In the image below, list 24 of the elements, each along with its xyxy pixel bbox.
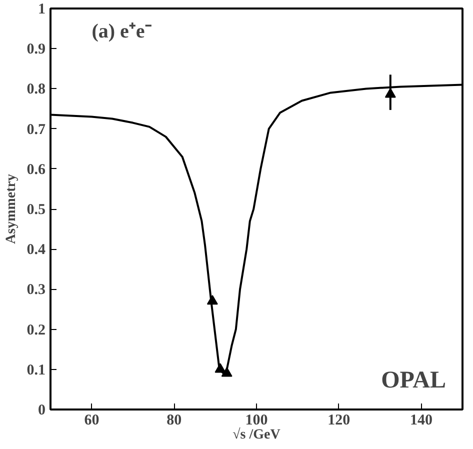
x-tick-label: 100: [245, 412, 268, 428]
x-tick-label: 140: [410, 412, 433, 428]
point: [221, 367, 232, 377]
x-axis-title: √s /GeV: [232, 426, 280, 442]
point: [384, 88, 396, 98]
y-tick-label: 0.7: [26, 122, 46, 138]
x-tick-label: 60: [84, 412, 100, 428]
annotation: (a) e⁺e⁻: [92, 20, 152, 43]
y-axis-title: Asymmetry: [4, 174, 19, 244]
y-tick-label: 0.9: [26, 42, 46, 58]
y-tick-label: 0.4: [26, 242, 46, 258]
annotation: OPAL: [381, 367, 446, 394]
y-tick-label: 0.3: [26, 282, 46, 298]
y-tick-label: 0.6: [26, 162, 46, 178]
point: [206, 294, 218, 305]
y-tick-label: 1: [38, 2, 46, 18]
y-tick-label: 0.8: [26, 82, 46, 98]
x-tick-label: 120: [328, 412, 350, 428]
y-tick-label: 0.1: [26, 362, 46, 378]
y-tick-label: 0.2: [26, 322, 46, 338]
x-tick-label: 80: [166, 412, 182, 428]
y-tick-label: 0.5: [26, 202, 46, 218]
y-tick-label: 0: [38, 402, 46, 418]
point: [214, 363, 226, 373]
